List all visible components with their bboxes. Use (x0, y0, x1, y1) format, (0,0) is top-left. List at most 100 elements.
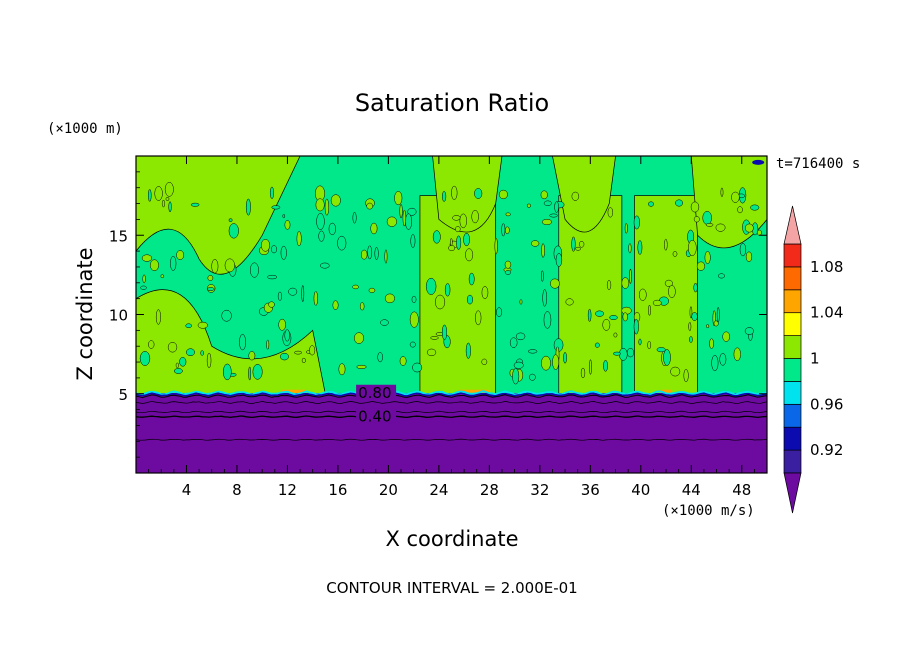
cloud-patch (471, 209, 479, 224)
y-axis-label: Z coordinate (73, 247, 97, 380)
cloud-patch (501, 223, 506, 237)
y-unit-label: (×1000 m) (47, 121, 123, 137)
cloud-patch (647, 341, 652, 350)
cloud-patch (168, 201, 172, 213)
cloud-patch (224, 258, 235, 273)
cloud-patch (541, 218, 552, 225)
supersaturated-region (552, 156, 616, 233)
cloud-patch (425, 277, 437, 295)
cloud-patch (563, 352, 567, 364)
cloud-patch (190, 202, 200, 207)
cloud-patch (405, 213, 413, 230)
cloud-patch (269, 186, 274, 200)
cloud-patch (720, 187, 724, 197)
cloud-patch (410, 234, 416, 248)
cloud-patch (328, 222, 336, 236)
cloud-patch (228, 223, 239, 239)
colorbar-tick-label: 0.92 (810, 441, 843, 459)
x-tick-label: 12 (278, 481, 297, 499)
cloud-patch (528, 349, 538, 354)
cloud-patch (430, 336, 439, 340)
cloud-patch (595, 310, 604, 317)
cloud-patch (245, 198, 251, 216)
cloud-patch (284, 220, 291, 230)
cloud-patch (279, 352, 289, 361)
cloud-patch (142, 274, 146, 284)
y-tick-label: 5 (118, 386, 128, 404)
cloud-patch (211, 259, 219, 274)
colorbar-under-arrow (783, 472, 802, 514)
cloud-patch (463, 232, 470, 247)
cloud-patch (691, 312, 698, 321)
cloud-patch (628, 243, 632, 254)
cloud-patch (313, 291, 318, 306)
cloud-patch (475, 310, 482, 326)
x-tick-label: 48 (732, 481, 751, 499)
cloud-patch (370, 222, 378, 235)
cloud-patch (652, 299, 662, 306)
cloud-patch (613, 332, 618, 338)
x-tick-label: 4 (182, 481, 192, 499)
cloud-patch (542, 289, 547, 307)
plot-area (136, 156, 767, 473)
cloud-patch (268, 301, 275, 308)
cloud-patch (688, 321, 692, 332)
cloud-patch (228, 218, 233, 222)
cloud-patch (139, 351, 151, 366)
cloud-patch (167, 342, 178, 353)
colorbar-tick-label: 1.08 (810, 258, 843, 276)
x-tick-label: 16 (328, 481, 347, 499)
cloud-patch (407, 207, 417, 216)
cloud-patch (571, 191, 580, 201)
cloud-patch (260, 238, 271, 252)
colorbar-tick-label: 1 (810, 350, 820, 368)
cloud-patch (271, 205, 281, 210)
colorbar-swatch (783, 266, 802, 291)
cloud-patch (613, 351, 621, 356)
cloud-patch (603, 359, 608, 372)
cloud-patch (394, 191, 403, 206)
cloud-patch (633, 215, 640, 230)
cloud-patch (294, 350, 302, 355)
cloud-patch (456, 235, 462, 250)
y-tick-label: 10 (109, 307, 128, 325)
cloud-patch (161, 199, 166, 208)
time-label: t=716400 s (776, 156, 860, 172)
cloud-patch (744, 327, 754, 335)
cloud-patch (571, 236, 576, 252)
cloud-patch (580, 367, 586, 379)
cloud-patch (731, 191, 740, 203)
cloud-patch (504, 260, 512, 269)
cloud-patch (359, 302, 365, 311)
cloud-patch (277, 291, 283, 301)
colorbar: 0.92 0.96 1 1.04 1.08 (783, 205, 843, 514)
cloud-patch (452, 215, 461, 221)
colorbar-swatch (783, 381, 802, 405)
cloud-patch (434, 294, 446, 310)
cloud-patch (719, 353, 727, 366)
cloud-patch (647, 201, 654, 207)
supersaturated-patches (136, 156, 767, 399)
cloud-patch (706, 324, 710, 329)
cloud-patch (702, 211, 712, 225)
cloud-patch (672, 251, 678, 257)
cloud-patch (448, 245, 456, 252)
cloud-patch (683, 369, 689, 383)
x-tick-label: 24 (429, 481, 448, 499)
cloud-patch (149, 259, 159, 272)
cloud-patch (481, 286, 489, 299)
cloud-patch (207, 275, 214, 281)
cloud-patch (737, 206, 743, 214)
cloud-patch (320, 262, 330, 269)
cloud-patch (554, 201, 559, 213)
cloud-patch (140, 285, 147, 290)
cloud-patch (176, 250, 185, 260)
contour-line (136, 394, 767, 399)
cloud-patch (384, 249, 388, 264)
cloud-patch (185, 323, 192, 329)
cloud-patch (745, 251, 753, 262)
colorbar-swatch (783, 335, 802, 359)
cloud-patch (315, 198, 325, 212)
cloud-patch (301, 285, 305, 303)
dry-layer-region (136, 393, 767, 473)
